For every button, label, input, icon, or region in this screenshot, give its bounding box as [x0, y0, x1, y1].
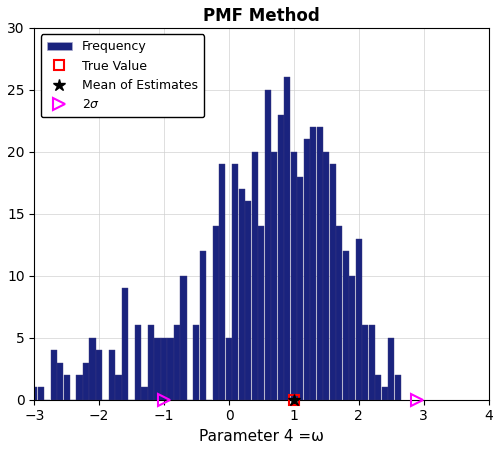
Bar: [50, 350, 56, 400]
Bar: [116, 375, 121, 400]
Bar: [356, 239, 362, 400]
Bar: [174, 326, 180, 400]
Bar: [394, 375, 400, 400]
Bar: [382, 387, 388, 400]
Bar: [284, 78, 290, 400]
Bar: [180, 276, 186, 400]
Bar: [330, 164, 336, 400]
Bar: [213, 226, 219, 400]
Bar: [31, 387, 37, 400]
Bar: [246, 202, 252, 400]
Bar: [290, 152, 297, 400]
Bar: [109, 350, 115, 400]
Bar: [239, 189, 245, 400]
Bar: [362, 326, 368, 400]
Bar: [258, 226, 264, 400]
Bar: [76, 375, 82, 400]
Bar: [232, 164, 238, 400]
Bar: [18, 375, 24, 400]
Bar: [304, 139, 310, 400]
Bar: [96, 350, 102, 400]
Bar: [310, 127, 316, 400]
Bar: [375, 375, 382, 400]
Bar: [161, 338, 167, 400]
Bar: [278, 115, 284, 400]
Bar: [122, 288, 128, 400]
Bar: [349, 276, 356, 400]
Title: PMF Method: PMF Method: [203, 7, 320, 25]
Bar: [271, 152, 278, 400]
Bar: [135, 326, 141, 400]
Bar: [252, 152, 258, 400]
Bar: [154, 338, 160, 400]
X-axis label: Parameter 4 =ω: Parameter 4 =ω: [199, 429, 324, 444]
Bar: [220, 164, 226, 400]
Bar: [194, 326, 200, 400]
Bar: [38, 387, 44, 400]
Bar: [297, 177, 304, 400]
Bar: [336, 226, 342, 400]
Bar: [388, 338, 394, 400]
Legend: Frequency, True Value, Mean of Estimates, 2$\sigma$: Frequency, True Value, Mean of Estimates…: [40, 34, 204, 117]
Bar: [90, 338, 96, 400]
Bar: [323, 152, 330, 400]
Bar: [264, 90, 271, 400]
Bar: [316, 127, 323, 400]
Bar: [83, 363, 89, 400]
Bar: [148, 326, 154, 400]
Bar: [57, 363, 63, 400]
Bar: [168, 338, 173, 400]
Bar: [200, 251, 206, 400]
Bar: [226, 338, 232, 400]
Bar: [142, 387, 148, 400]
Bar: [368, 326, 375, 400]
Bar: [64, 375, 70, 400]
Bar: [342, 251, 349, 400]
